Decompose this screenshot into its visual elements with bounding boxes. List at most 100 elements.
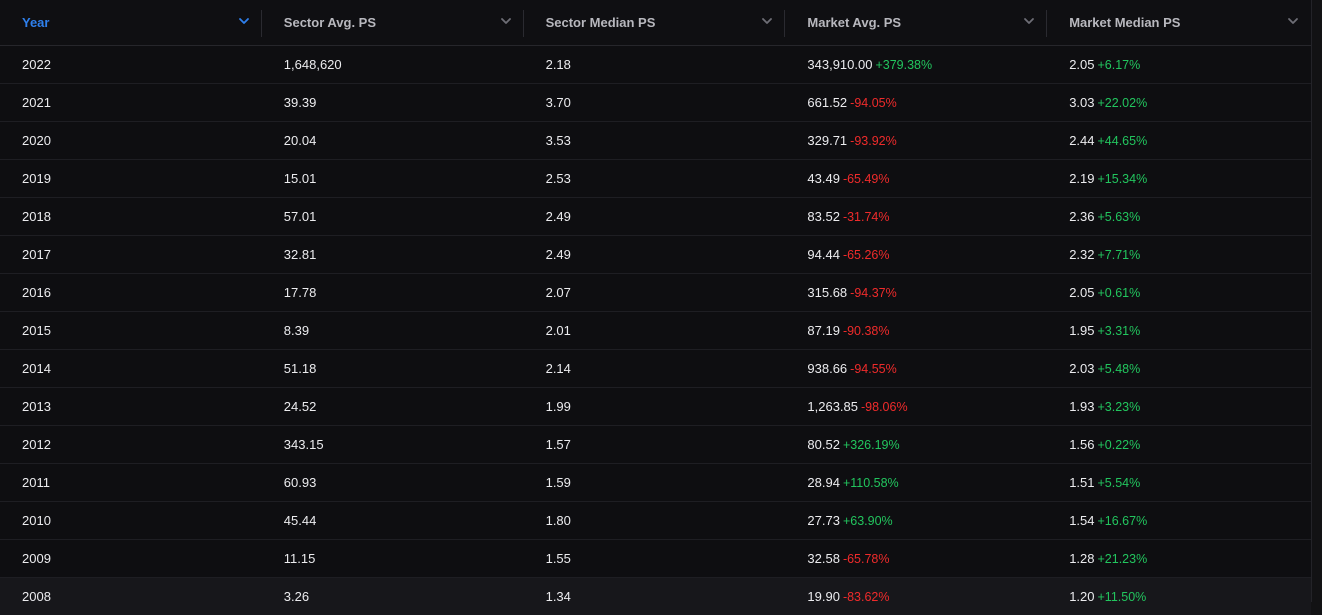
sector-avg-ps-cell: 51.18 — [262, 361, 524, 376]
column-header-label: Year — [22, 15, 50, 30]
market-median-ps-change: +5.54% — [1097, 476, 1141, 490]
market-avg-ps-cell: 83.52 -31.74% — [785, 209, 1047, 224]
market-avg-ps-value: 32.58 — [807, 551, 840, 566]
market-median-ps-cell: 1.93 +3.23% — [1047, 399, 1311, 414]
table-body: 2022 1,648,620 2.18 343,910.00 +379.38% 2.05 +… — [0, 46, 1311, 615]
market-avg-ps-cell: 343,910.00 +379.38% — [785, 57, 1047, 72]
column-header-sector-median-ps[interactable]: Sector Median PS — [524, 0, 786, 45]
ps-ratio-table: Year Sector Avg. PS Sector Median PS Market… — [0, 0, 1312, 604]
sector-avg-ps-cell: 17.78 — [262, 285, 524, 300]
year-cell: 2008 — [0, 589, 262, 604]
market-median-ps-change: +0.22% — [1097, 438, 1141, 452]
column-header-label: Market Avg. PS — [807, 15, 902, 30]
chevron-down-icon[interactable] — [500, 17, 512, 25]
sector-avg-ps-cell: 1,648,620 — [262, 57, 524, 72]
sector-avg-ps-value: 11.15 — [283, 551, 316, 566]
sector-avg-ps-value: 17.78 — [283, 285, 317, 300]
market-median-ps-change: +6.17% — [1097, 58, 1141, 72]
market-median-ps-value: 1.95 — [1069, 323, 1095, 338]
year-cell: 2011 — [0, 475, 262, 490]
market-avg-ps-change: +326.19% — [842, 438, 900, 452]
market-avg-ps-change: +110.58% — [842, 476, 899, 490]
sector-median-ps-cell: 2.49 — [524, 209, 786, 224]
year-cell: 2018 — [0, 209, 262, 224]
sector-median-ps-value: 2.49 — [545, 209, 571, 224]
table-row: 2014 51.18 2.14 938.66 -94.55% 2.03 +5.48% — [0, 350, 1311, 388]
sector-avg-ps-cell: 11.15 — [262, 551, 524, 566]
year-value: 2017 — [22, 247, 51, 262]
chevron-down-icon[interactable] — [1023, 17, 1035, 25]
market-avg-ps-value: 329.71 — [807, 133, 848, 148]
chevron-down-icon[interactable] — [1287, 17, 1299, 25]
market-avg-ps-change: -90.38% — [842, 324, 890, 338]
market-avg-ps-cell: 87.19 -90.38% — [785, 323, 1047, 338]
market-median-ps-cell: 2.05 +6.17% — [1047, 57, 1311, 72]
sector-avg-ps-value: 343.15 — [283, 437, 324, 452]
year-value: 2021 — [22, 95, 51, 110]
chevron-down-icon[interactable] — [238, 17, 250, 25]
sector-avg-ps-value: 15.01 — [283, 171, 317, 186]
market-avg-ps-cell: 315.68 -94.37% — [785, 285, 1047, 300]
market-avg-ps-change: -65.78% — [842, 552, 890, 566]
year-value: 2018 — [22, 209, 51, 224]
market-avg-ps-value: 87.19 — [807, 323, 840, 338]
market-avg-ps-value: 27.73 — [807, 513, 840, 528]
market-median-ps-cell: 2.19 +15.34% — [1047, 171, 1311, 186]
sector-avg-ps-cell: 3.26 — [262, 589, 524, 604]
sector-median-ps-value: 1.55 — [545, 551, 571, 566]
market-median-ps-change: +3.31% — [1097, 324, 1141, 338]
table-row: 2022 1,648,620 2.18 343,910.00 +379.38% 2.05 +… — [0, 46, 1311, 84]
market-avg-ps-change: -94.05% — [850, 96, 897, 110]
market-median-ps-change: +5.63% — [1097, 210, 1141, 224]
table-row: 2010 45.44 1.80 27.73 +63.90% 1.54 +16.67% — [0, 502, 1311, 540]
column-header-market-avg-ps[interactable]: Market Avg. PS — [785, 0, 1047, 45]
sector-avg-ps-value: 1,648,620 — [283, 57, 342, 72]
column-header-sector-avg-ps[interactable]: Sector Avg. PS — [262, 0, 524, 45]
column-header-year[interactable]: Year — [0, 0, 262, 45]
market-median-ps-value: 2.05 — [1069, 57, 1095, 72]
sector-median-ps-value: 2.18 — [545, 57, 571, 72]
chevron-down-icon[interactable] — [761, 17, 773, 25]
market-avg-ps-cell: 32.58 -65.78% — [785, 551, 1047, 566]
sector-avg-ps-value: 3.26 — [283, 589, 310, 604]
column-header-label: Market Median PS — [1069, 15, 1181, 30]
market-median-ps-cell: 1.28 +21.23% — [1047, 551, 1311, 566]
market-avg-ps-value: 19.90 — [807, 589, 840, 604]
year-cell: 2014 — [0, 361, 262, 376]
market-avg-ps-change: -65.49% — [842, 172, 890, 186]
market-avg-ps-value: 83.52 — [807, 209, 840, 224]
market-avg-ps-cell: 329.71 -93.92% — [785, 133, 1047, 148]
sector-median-ps-cell: 1.99 — [524, 399, 786, 414]
market-median-ps-change: +3.23% — [1097, 400, 1141, 414]
sector-avg-ps-cell: 45.44 — [262, 513, 524, 528]
market-median-ps-value: 2.32 — [1069, 247, 1095, 262]
market-median-ps-change: +11.50% — [1097, 590, 1147, 604]
table-row: 2015 8.39 2.01 87.19 -90.38% 1.95 +3.31% — [0, 312, 1311, 350]
sector-median-ps-value: 2.49 — [545, 247, 571, 262]
market-median-ps-value: 3.03 — [1069, 95, 1095, 110]
market-median-ps-cell: 1.95 +3.31% — [1047, 323, 1311, 338]
column-header-market-median-ps[interactable]: Market Median PS — [1047, 0, 1311, 45]
year-value: 2020 — [22, 133, 51, 148]
sector-median-ps-value: 1.99 — [545, 399, 571, 414]
year-value: 2012 — [22, 437, 51, 452]
sector-avg-ps-value: 51.18 — [283, 361, 317, 376]
market-avg-ps-change: -94.55% — [850, 362, 897, 376]
sector-median-ps-cell: 2.14 — [524, 361, 786, 376]
market-median-ps-value: 1.51 — [1069, 475, 1095, 490]
market-avg-ps-change: -93.92% — [850, 134, 897, 148]
table-row: 2009 11.15 1.55 32.58 -65.78% 1.28 +21.23% — [0, 540, 1311, 578]
table-row: 2017 32.81 2.49 94.44 -65.26% 2.32 +7.71% — [0, 236, 1311, 274]
sector-median-ps-cell: 1.59 — [524, 475, 786, 490]
year-value: 2019 — [22, 171, 51, 186]
table-row: 2013 24.52 1.99 1,263.85 -98.06% 1.93 +3.23% — [0, 388, 1311, 426]
sector-median-ps-value: 2.01 — [545, 323, 571, 338]
market-median-ps-change: +16.67% — [1097, 514, 1148, 528]
sector-avg-ps-cell: 15.01 — [262, 171, 524, 186]
sector-median-ps-cell: 3.70 — [524, 95, 786, 110]
market-median-ps-cell: 1.56 +0.22% — [1047, 437, 1311, 452]
market-median-ps-value: 2.36 — [1069, 209, 1095, 224]
sector-median-ps-cell: 2.01 — [524, 323, 786, 338]
market-median-ps-cell: 2.44 +44.65% — [1047, 133, 1311, 148]
year-cell: 2013 — [0, 399, 262, 414]
